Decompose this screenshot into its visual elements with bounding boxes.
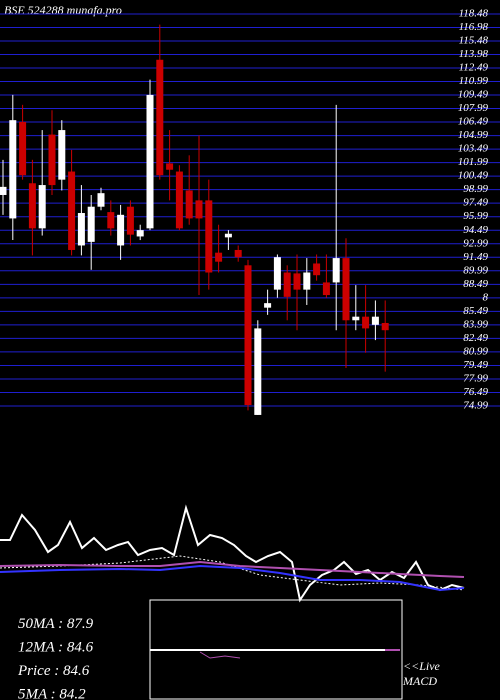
stat-label: 5MA : 84.2	[18, 687, 86, 700]
candle-body	[117, 214, 125, 246]
macd-label: <<Live	[403, 659, 441, 673]
candle-body	[254, 328, 262, 415]
candle-body	[273, 257, 281, 290]
y-tick-label: 8	[483, 291, 489, 303]
y-tick-label: 92.99	[463, 237, 488, 249]
y-tick-label: 89.99	[463, 264, 488, 276]
y-tick-label: 112.49	[459, 62, 489, 74]
candle-body	[303, 272, 311, 290]
candle-body	[48, 134, 56, 186]
y-tick-label: 113.98	[459, 48, 489, 60]
candle-body	[342, 258, 350, 321]
candle-body	[264, 303, 272, 308]
candle-body	[58, 130, 66, 180]
y-tick-label: 80.99	[463, 345, 488, 357]
y-tick-label: 83.99	[463, 318, 488, 330]
macd-label: MACD	[402, 674, 437, 688]
candle-body	[156, 59, 164, 176]
candle-body	[215, 252, 223, 262]
candle-body	[381, 322, 389, 331]
indicator-panel	[0, 504, 465, 700]
candle-body	[322, 282, 330, 296]
candle-body	[371, 316, 379, 325]
macd-histogram	[199, 651, 241, 659]
candle-body	[224, 233, 232, 238]
ma-line	[0, 564, 465, 592]
candle-body	[352, 316, 360, 321]
stat-label: 50MA : 87.9	[18, 616, 94, 632]
y-tick-label: 74.99	[463, 400, 488, 412]
candle-body	[166, 163, 174, 170]
candle-body	[146, 94, 154, 229]
y-tick-label: 85.49	[463, 305, 488, 317]
candle-body	[244, 265, 252, 406]
y-tick-label: 106.49	[458, 116, 489, 128]
y-tick-label: 115.48	[459, 35, 489, 47]
ma-line	[0, 560, 465, 578]
y-tick-label: 107.99	[458, 102, 489, 114]
candle-body	[332, 258, 340, 283]
candle-body	[293, 273, 301, 290]
candle-body	[283, 272, 291, 297]
candle-body	[362, 316, 370, 329]
ma-line	[0, 555, 465, 591]
candle-body	[9, 120, 17, 219]
candle-body	[175, 171, 183, 229]
candle-body	[19, 121, 27, 176]
candle-body	[0, 186, 7, 195]
candle-body	[185, 190, 193, 219]
candle-body	[313, 263, 321, 276]
candle-body	[195, 200, 203, 219]
y-tick-label: 95.99	[463, 210, 488, 222]
y-tick-label: 109.49	[458, 89, 489, 101]
candle-body	[234, 249, 242, 258]
candle-body	[97, 193, 105, 207]
stat-label: 12MA : 84.6	[18, 640, 94, 656]
y-tick-label: 110.99	[459, 75, 489, 87]
y-tick-label: 82.49	[463, 332, 488, 344]
candle-body	[77, 213, 85, 246]
y-tick-label: 91.49	[463, 251, 488, 263]
y-tick-label: 116.98	[459, 21, 489, 33]
chart-title: BSE 524288 munafa.pro	[4, 3, 122, 17]
y-tick-label: 76.49	[463, 386, 488, 398]
indicator-line	[0, 504, 465, 603]
y-tick-label: 77.99	[463, 372, 488, 384]
candle-body	[107, 212, 115, 229]
y-tick-label: 88.49	[463, 278, 488, 290]
y-tick-label: 97.49	[463, 197, 488, 209]
candle-body	[68, 171, 76, 250]
candle-body	[136, 230, 144, 237]
y-tick-label: 79.49	[463, 359, 488, 371]
candle-body	[28, 183, 36, 229]
y-tick-label: 101.99	[458, 156, 489, 168]
y-tick-label: 103.49	[458, 143, 489, 155]
y-tick-label: 118.48	[459, 8, 489, 20]
y-tick-label: 94.49	[463, 224, 488, 236]
candle-body	[38, 185, 46, 229]
candle-body	[87, 206, 95, 242]
candle-body	[126, 206, 134, 235]
candle-body	[205, 200, 213, 273]
y-tick-label: 100.49	[458, 170, 489, 182]
y-tick-label: 98.99	[463, 183, 488, 195]
stat-label: Price : 84.6	[17, 663, 90, 679]
y-tick-label: 104.99	[458, 129, 489, 141]
